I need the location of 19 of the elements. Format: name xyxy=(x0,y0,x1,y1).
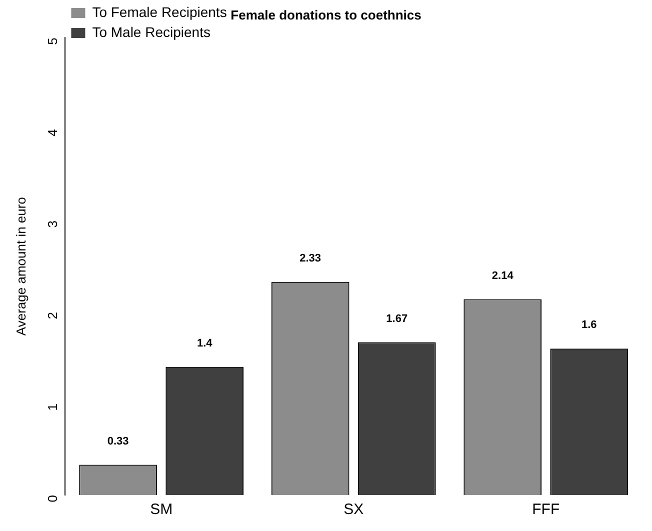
y-tick-label: 0 xyxy=(44,495,60,502)
x-tick-label: FFF xyxy=(532,501,560,518)
y-tick-label: 1 xyxy=(44,404,60,411)
legend-label: To Male Recipients xyxy=(92,24,210,40)
x-tick-label: SX xyxy=(344,501,364,518)
x-tick-label: SM xyxy=(150,501,173,518)
y-tick-label: 5 xyxy=(44,38,60,45)
data-label: 2.33 xyxy=(300,252,322,264)
y-tick-label: 4 xyxy=(44,129,60,136)
data-label: 0.33 xyxy=(107,435,129,448)
y-tick-label: 3 xyxy=(44,220,60,228)
data-label: 1.4 xyxy=(196,337,214,350)
y-axis-title: Average amount in euro xyxy=(13,197,28,336)
y-tick-label: 2 xyxy=(44,312,60,320)
chart-title: Female donations to coethnics xyxy=(230,7,422,22)
data-label: 1.6 xyxy=(581,319,597,332)
data-label: 2.14 xyxy=(492,270,514,282)
data-label: 1.67 xyxy=(386,312,408,325)
legend-label: To Female Recipients xyxy=(92,4,227,20)
